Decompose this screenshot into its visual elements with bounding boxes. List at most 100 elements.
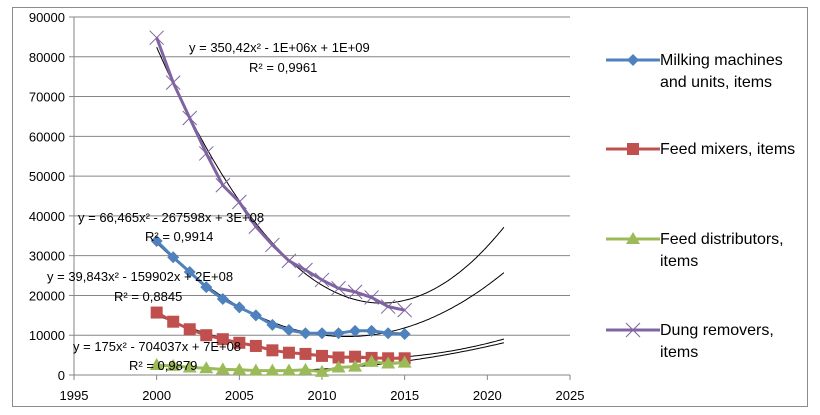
x-marker-stroke: [198, 146, 214, 161]
data-point-feed-mixers: [349, 350, 362, 363]
trend-r2-milking-machines: R² = 0,9914: [145, 229, 213, 244]
data-point-milking-machines-and-units: [216, 293, 229, 306]
series-line-milking-machines-and-units: [155, 239, 405, 336]
x-tick-label: 2005: [225, 388, 254, 403]
data-point-dung-removers: [165, 75, 181, 90]
data-point-milking-machines-and-units: [316, 327, 328, 340]
series-line-feed-mixers: [155, 311, 405, 360]
trend-r2-feed-mixers: R² = 0,8845: [114, 289, 182, 304]
y-tick-label: 30000: [29, 249, 65, 264]
data-point-milking-machines-and-units: [150, 234, 163, 247]
y-tick-label: 20000: [29, 288, 65, 303]
data-point-dung-removers: [380, 299, 396, 314]
x-marker-stroke: [364, 290, 379, 305]
data-point-milking-machines-and-units: [266, 318, 279, 331]
data-point-milking-machines-and-units: [233, 301, 246, 314]
series-layer: [149, 30, 413, 377]
data-point-feed-distributors: [298, 362, 313, 375]
legend-marker-triangle-icon: [606, 232, 660, 244]
legend-item-milking-machines: Milking machines and units, items: [606, 50, 806, 94]
data-point-dung-removers: [347, 284, 363, 300]
data-point-milking-machines-and-units: [398, 328, 411, 341]
data-point-dung-removers: [149, 30, 165, 46]
data-point-feed-distributors: [315, 364, 329, 377]
data-point-feed-mixers: [183, 323, 196, 336]
x-tick-label: 2010: [308, 388, 337, 403]
data-point-feed-distributors: [331, 360, 346, 373]
x-marker-stroke: [281, 253, 297, 269]
y-tick-label: 0: [58, 368, 65, 383]
x-marker-stroke: [347, 284, 363, 300]
data-point-feed-distributors: [215, 362, 230, 375]
data-point-milking-machines-and-units: [349, 324, 362, 337]
data-point-milking-machines-and-units: [200, 281, 213, 294]
x-marker-stroke: [248, 219, 264, 234]
y-tick-label: 90000: [29, 10, 65, 25]
data-point-dung-removers: [198, 146, 214, 161]
data-point-dung-removers: [298, 262, 313, 278]
data-point-feed-mixers: [233, 336, 246, 349]
legend-label: Dung removers, items: [660, 322, 774, 361]
data-point-dung-removers: [231, 194, 247, 210]
data-point-milking-machines-and-units: [183, 265, 196, 278]
y-tick-label: 50000: [29, 169, 65, 184]
legend-item-dung-removers: Dung removers, items: [606, 320, 806, 364]
x-marker-stroke: [215, 177, 231, 193]
data-point-feed-mixers: [316, 349, 328, 362]
data-point-feed-distributors: [381, 356, 396, 369]
data-point-dung-removers: [281, 253, 297, 269]
legend-item-feed-mixers: Feed mixers, items: [606, 139, 806, 161]
series-line-feed-distributors: [156, 360, 405, 374]
data-point-feed-distributors: [232, 362, 247, 375]
x-tick-label: 2020: [473, 388, 502, 403]
y-tick-label: 60000: [29, 129, 65, 144]
data-point-dung-removers: [331, 280, 346, 296]
data-point-milking-machines-and-units: [167, 251, 180, 264]
x-marker-stroke: [314, 272, 330, 288]
data-point-feed-distributors: [348, 359, 363, 372]
data-point-dung-removers: [364, 290, 379, 305]
data-point-feed-distributors: [281, 363, 296, 376]
data-point-feed-mixers: [266, 344, 279, 357]
gridlines: [74, 16, 570, 336]
data-point-milking-machines-and-units: [282, 324, 295, 337]
data-point-feed-distributors: [265, 363, 280, 376]
data-point-dung-removers: [314, 272, 330, 288]
trend-r2-dung-removers: R² = 0,9961: [249, 60, 317, 75]
data-point-feed-mixers: [150, 306, 163, 319]
data-point-milking-machines-and-units: [249, 309, 262, 322]
x-marker-stroke: [397, 302, 413, 318]
data-point-feed-mixers: [299, 347, 312, 360]
data-point-milking-machines-and-units: [299, 327, 312, 340]
data-point-feed-distributors: [248, 363, 263, 376]
x-tick-label: 1995: [60, 388, 89, 403]
trend-equation-dung-removers: y = 350,42x² - 1E+06x + 1E+09: [189, 40, 370, 55]
x-marker-stroke: [182, 110, 198, 126]
data-point-feed-mixers: [332, 351, 345, 364]
legend-marker-x-icon: [606, 322, 660, 338]
data-point-dung-removers: [265, 237, 280, 253]
trend-equation-feed-mixers: y = 39,843x² - 159902x + 2E+08: [47, 269, 233, 284]
legend-label: Feed distributors, items: [660, 231, 784, 270]
trend-equation-feed-distributors: y = 175x² - 704037x + 7E+08: [73, 339, 241, 354]
x-marker-stroke: [165, 75, 181, 90]
data-point-feed-mixers: [216, 333, 229, 346]
legend-label: Milking machines and units, items: [660, 52, 783, 91]
data-point-feed-distributors: [364, 354, 379, 367]
x-tick-label: 2015: [390, 388, 419, 403]
legend-item-feed-distributors: Feed distributors, items: [606, 229, 806, 273]
x-marker-stroke: [265, 237, 280, 253]
x-marker-stroke: [331, 280, 346, 296]
x-marker-stroke: [149, 30, 165, 46]
data-point-feed-distributors: [397, 355, 412, 368]
x-marker-stroke: [380, 299, 396, 314]
data-point-dung-removers: [215, 177, 231, 193]
data-point-dung-removers: [182, 110, 198, 126]
data-point-feed-mixers: [282, 346, 295, 359]
chart-frame: [12, 7, 808, 407]
y-tick-label: 70000: [29, 90, 65, 105]
data-point-milking-machines-and-units: [365, 324, 378, 337]
data-point-feed-distributors: [199, 361, 214, 374]
legend-marker-diamond-icon: [606, 54, 660, 66]
